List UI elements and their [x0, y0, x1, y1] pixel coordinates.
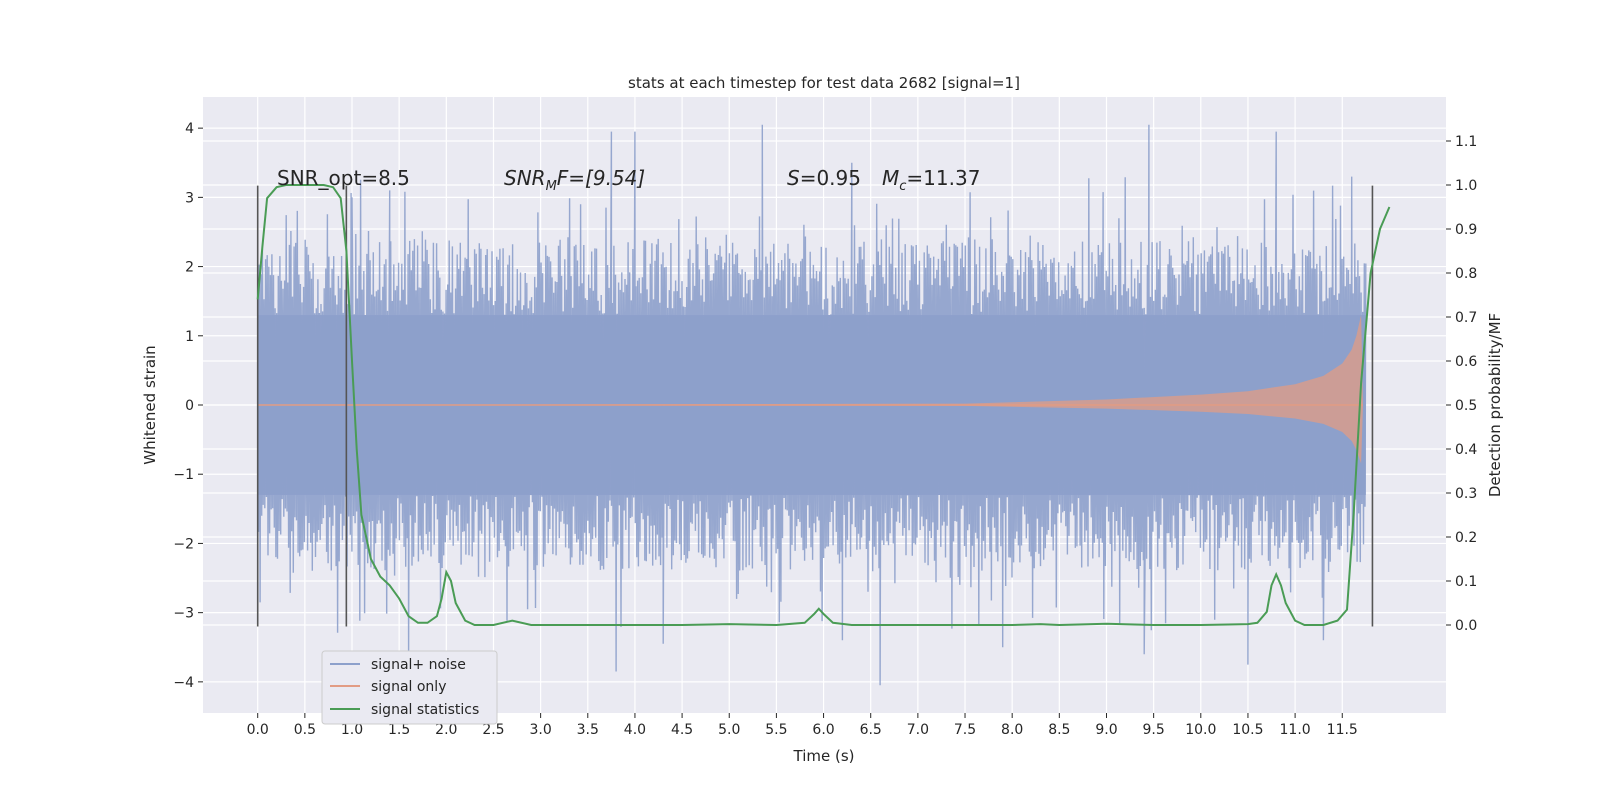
x-tick-label: 1.0 — [341, 722, 363, 738]
y-tick-label: 0 — [185, 398, 194, 414]
signal-plus-noise-line — [257, 124, 1367, 686]
right-y-tick-label: 0.5 — [1455, 398, 1477, 414]
x-tick-label: 3.0 — [529, 722, 551, 738]
annotation-s: S=0.95 — [787, 166, 861, 190]
x-tick-label: 8.5 — [1048, 722, 1070, 738]
x-tick-label: 4.5 — [671, 722, 693, 738]
x-tick-label: 2.0 — [435, 722, 457, 738]
annotation-snr-opt: SNR_opt=8.5 — [277, 166, 410, 190]
right-y-tick-label: 0.1 — [1455, 574, 1477, 590]
x-tick-label: 5.5 — [765, 722, 787, 738]
y-tick-label: 1 — [185, 329, 194, 345]
x-axis-label: Time (s) — [793, 747, 855, 765]
chart-title: stats at each timestep for test data 268… — [628, 74, 1020, 92]
x-axis-ticks: 0.0 0.5 1.0 1.5 2.0 2.5 3.0 3.5 4.0 4.5 5.0 5.5 6.0 6… — [247, 713, 1358, 738]
x-tick-label: 9.5 — [1143, 722, 1165, 738]
x-tick-label: 6.5 — [860, 722, 882, 738]
right-y-tick-label: 1.1 — [1455, 134, 1477, 150]
x-tick-label: 7.0 — [907, 722, 929, 738]
y-axis-label: Whitened strain — [141, 345, 159, 464]
x-tick-label: 10.0 — [1185, 722, 1216, 738]
legend-box — [321, 650, 498, 725]
right-y-tick-label: 1.0 — [1455, 178, 1477, 194]
y-axis-ticks: 4 3 2 1 0 −1 −2 −3 −4 — [173, 121, 203, 691]
legend-label-signal-statistics: signal statistics — [371, 702, 479, 718]
right-y-axis-ticks: 1.1 1.0 0.9 0.8 0.7 0.6 0.5 0.4 0.3 0.2 0.1 0.0 — [1446, 134, 1477, 634]
legend: signal+ noise signal only signal statist… — [321, 650, 498, 725]
x-tick-label: 10.5 — [1232, 722, 1263, 738]
right-y-tick-label: 0.7 — [1455, 310, 1477, 326]
x-tick-label: 9.0 — [1095, 722, 1117, 738]
x-tick-label: 4.0 — [624, 722, 646, 738]
right-y-tick-label: 0.8 — [1455, 266, 1477, 282]
legend-label-signal-noise: signal+ noise — [371, 657, 466, 673]
x-tick-label: 8.0 — [1001, 722, 1023, 738]
right-y-tick-label: 0.6 — [1455, 354, 1477, 370]
right-y-tick-label: 0.2 — [1455, 530, 1477, 546]
annotation-mc: Mc=11.37 — [882, 166, 980, 194]
x-tick-label: 0.0 — [247, 722, 269, 738]
x-tick-label: 11.5 — [1327, 722, 1358, 738]
x-tick-label: 1.5 — [388, 722, 410, 738]
right-y-tick-label: 0.0 — [1455, 618, 1477, 634]
legend-label-signal-only: signal only — [371, 679, 446, 695]
y-tick-label: −4 — [173, 675, 194, 691]
y-tick-label: 3 — [185, 190, 194, 206]
x-tick-label: 5.0 — [718, 722, 740, 738]
y-tick-label: −1 — [173, 467, 194, 483]
right-y-tick-label: 0.4 — [1455, 442, 1477, 458]
x-tick-label: 2.5 — [482, 722, 504, 738]
y-tick-label: 4 — [185, 121, 194, 137]
y-tick-label: −3 — [173, 606, 194, 622]
right-y-tick-label: 0.9 — [1455, 222, 1477, 238]
signal-statistics-series — [256, 184, 1391, 627]
x-tick-label: 11.0 — [1280, 722, 1311, 738]
signal-statistics-line — [256, 184, 1391, 627]
x-tick-label: 3.5 — [577, 722, 599, 738]
y-tick-label: 2 — [185, 260, 194, 276]
y-axis-label-right: Detection probability/MF — [1486, 313, 1504, 497]
right-y-tick-label: 0.3 — [1455, 486, 1477, 502]
annotation-snr-mf: SNRMF=[9.54] — [504, 166, 645, 194]
x-tick-label: 6.0 — [812, 722, 834, 738]
y-tick-label: −2 — [173, 536, 194, 552]
signal-only-series — [257, 315, 1364, 464]
x-tick-label: 7.5 — [954, 722, 976, 738]
x-tick-label: 0.5 — [294, 722, 316, 738]
